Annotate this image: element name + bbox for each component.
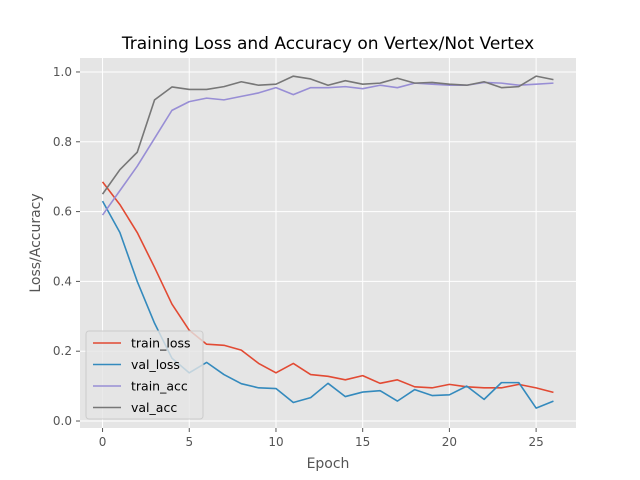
legend: train_loss val_loss train_acc val_acc [85,330,204,420]
y-axis-ticks: 0.0 0.2 0.4 0.6 0.8 1.0 [53,65,80,428]
x-axis-ticks: 0 5 10 15 20 25 [99,428,544,449]
y-tick-label: 0.8 [53,135,72,149]
y-tick-label: 0.0 [53,414,72,428]
legend-box [85,330,204,420]
x-tick-label: 25 [528,435,543,449]
x-tick-label: 5 [185,435,193,449]
legend-label-val-acc: val_acc [131,400,177,415]
x-tick-label: 20 [442,435,457,449]
y-tick-label: 0.2 [53,344,72,358]
y-tick-label: 0.4 [53,274,72,288]
series-line-train-loss [101,181,554,394]
x-tick-label: 15 [355,435,370,449]
y-tick-label: 0.6 [53,205,72,219]
y-tick-label: 1.0 [53,65,72,79]
chart-title: Training Loss and Accuracy on Vertex/Not… [121,34,534,54]
legend-label-val-loss: val_loss [131,357,180,372]
x-tick-label: 0 [99,435,107,449]
series-line-val-acc [101,75,554,195]
legend-label-train-loss: train_loss [131,336,191,351]
x-axis-label: Epoch [307,456,350,472]
y-axis-label: Loss/Accuracy [28,193,44,292]
legend-label-train-acc: train_acc [131,379,188,394]
x-tick-label: 10 [268,435,283,449]
